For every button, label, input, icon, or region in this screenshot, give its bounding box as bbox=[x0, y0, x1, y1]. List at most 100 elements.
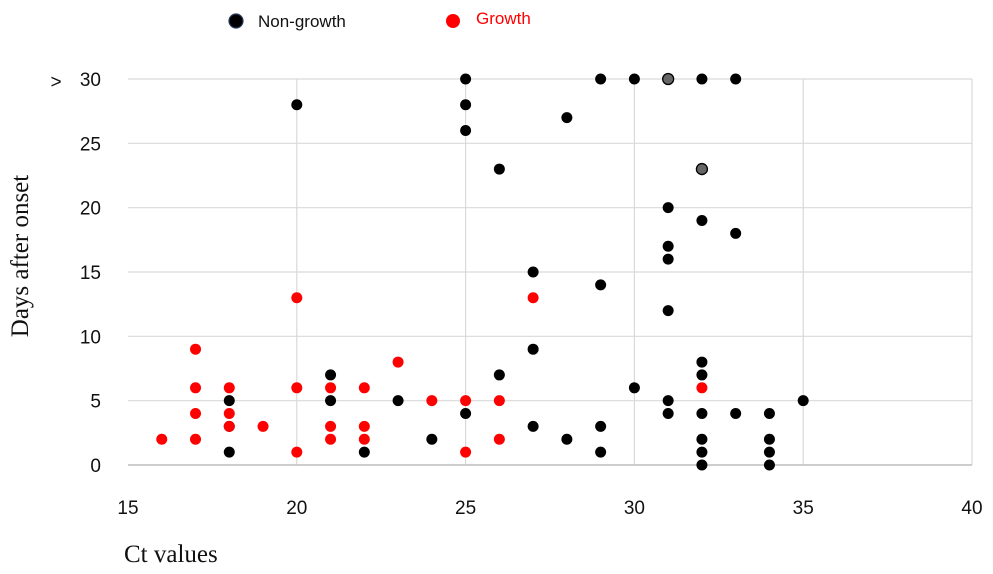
point-non-growth bbox=[662, 305, 674, 317]
point-non-growth bbox=[223, 446, 235, 458]
point-non-growth bbox=[730, 408, 742, 420]
point-growth bbox=[223, 420, 235, 432]
point-non-growth bbox=[628, 73, 640, 85]
point-growth bbox=[493, 433, 505, 445]
x-tick-labels: 15 20 25 30 35 40 bbox=[117, 498, 982, 519]
point-non-growth bbox=[763, 459, 775, 471]
x-axis-title: Ct values bbox=[124, 541, 218, 568]
point-non-growth bbox=[696, 459, 708, 471]
point-growth bbox=[156, 433, 168, 445]
point-non-growth bbox=[662, 202, 674, 214]
point-non-growth bbox=[662, 240, 674, 252]
point-non-growth bbox=[797, 395, 809, 407]
gridlines bbox=[128, 78, 973, 466]
x-tick-label: 25 bbox=[455, 498, 476, 519]
point-non-growth bbox=[392, 395, 404, 407]
point-non-growth bbox=[595, 279, 607, 291]
point-non-growth bbox=[696, 433, 708, 445]
point-non-growth bbox=[595, 420, 607, 432]
point-non-growth bbox=[763, 433, 775, 445]
point-non-growth bbox=[595, 73, 607, 85]
y-tick-label: 5 bbox=[90, 392, 101, 413]
point-non-growth bbox=[325, 395, 337, 407]
point-growth bbox=[460, 395, 472, 407]
point-growth bbox=[291, 382, 303, 394]
point-non-growth bbox=[325, 369, 337, 381]
y-tick-label: 30 bbox=[80, 70, 101, 91]
point-growth bbox=[190, 408, 202, 420]
point-non-growth bbox=[696, 369, 708, 381]
point-growth bbox=[460, 446, 472, 458]
point-non-growth bbox=[662, 253, 674, 265]
point-growth bbox=[358, 433, 370, 445]
y-tick-label: 0 bbox=[90, 456, 101, 477]
point-non-growth bbox=[662, 408, 674, 420]
point-growth bbox=[527, 292, 539, 304]
point-non-growth bbox=[696, 446, 708, 458]
point-non-growth bbox=[460, 99, 472, 111]
point-non-growth bbox=[527, 266, 539, 278]
x-tick-label: 30 bbox=[624, 498, 645, 519]
point-non-growth bbox=[527, 343, 539, 355]
y-tick-labels: 0 5 10 15 20 25 30 bbox=[80, 70, 101, 477]
point-non-growth bbox=[291, 99, 303, 111]
point-non-growth bbox=[460, 124, 472, 136]
legend-marker-non-growth bbox=[228, 13, 244, 29]
point-highlighted bbox=[662, 72, 675, 86]
point-non-growth bbox=[358, 446, 370, 458]
y-axis-title: Days after onset bbox=[7, 175, 34, 337]
point-non-growth bbox=[426, 433, 438, 445]
point-non-growth bbox=[730, 73, 742, 85]
point-non-growth bbox=[460, 408, 472, 420]
x-tick-label: 20 bbox=[286, 498, 307, 519]
point-growth bbox=[291, 292, 303, 304]
legend-label-non-growth: Non-growth bbox=[258, 12, 346, 31]
y-tick-label: 25 bbox=[80, 134, 101, 155]
x-tick-label: 15 bbox=[117, 498, 138, 519]
point-non-growth bbox=[628, 382, 640, 394]
point-non-growth bbox=[662, 395, 674, 407]
point-non-growth bbox=[696, 408, 708, 420]
point-non-growth bbox=[493, 163, 505, 175]
point-non-growth bbox=[595, 446, 607, 458]
x-tick-label: 40 bbox=[961, 498, 982, 519]
y-tick-label: 10 bbox=[80, 327, 101, 348]
point-non-growth bbox=[763, 408, 775, 420]
point-non-growth bbox=[696, 356, 708, 368]
point-non-growth bbox=[730, 227, 742, 239]
point-growth bbox=[358, 382, 370, 394]
point-non-growth bbox=[561, 433, 573, 445]
data-points bbox=[156, 72, 809, 471]
point-growth bbox=[190, 382, 202, 394]
legend-label-growth: Growth bbox=[476, 9, 531, 28]
point-non-growth bbox=[561, 112, 573, 124]
y-tick-label: 15 bbox=[80, 263, 101, 284]
x-tick-label: 35 bbox=[793, 498, 814, 519]
y-tick-label: 20 bbox=[80, 199, 101, 220]
point-non-growth bbox=[527, 420, 539, 432]
point-growth bbox=[190, 343, 202, 355]
point-growth bbox=[223, 408, 235, 420]
point-highlighted bbox=[695, 162, 709, 176]
point-growth bbox=[325, 382, 337, 394]
point-growth bbox=[190, 433, 202, 445]
point-growth bbox=[392, 356, 404, 368]
point-non-growth bbox=[696, 215, 708, 227]
legend-marker-growth bbox=[446, 14, 460, 28]
point-growth bbox=[291, 446, 303, 458]
point-growth bbox=[358, 420, 370, 432]
point-non-growth bbox=[696, 73, 708, 85]
point-growth bbox=[696, 382, 708, 394]
point-non-growth bbox=[460, 73, 472, 85]
point-non-growth bbox=[223, 395, 235, 407]
point-growth bbox=[257, 420, 269, 432]
point-growth bbox=[426, 395, 438, 407]
point-non-growth bbox=[763, 446, 775, 458]
point-growth bbox=[493, 395, 505, 407]
point-non-growth bbox=[493, 369, 505, 381]
point-growth bbox=[325, 433, 337, 445]
point-growth bbox=[223, 382, 235, 394]
y-top-marker: > bbox=[50, 72, 61, 93]
legend: Non-growth Growth bbox=[228, 9, 531, 31]
